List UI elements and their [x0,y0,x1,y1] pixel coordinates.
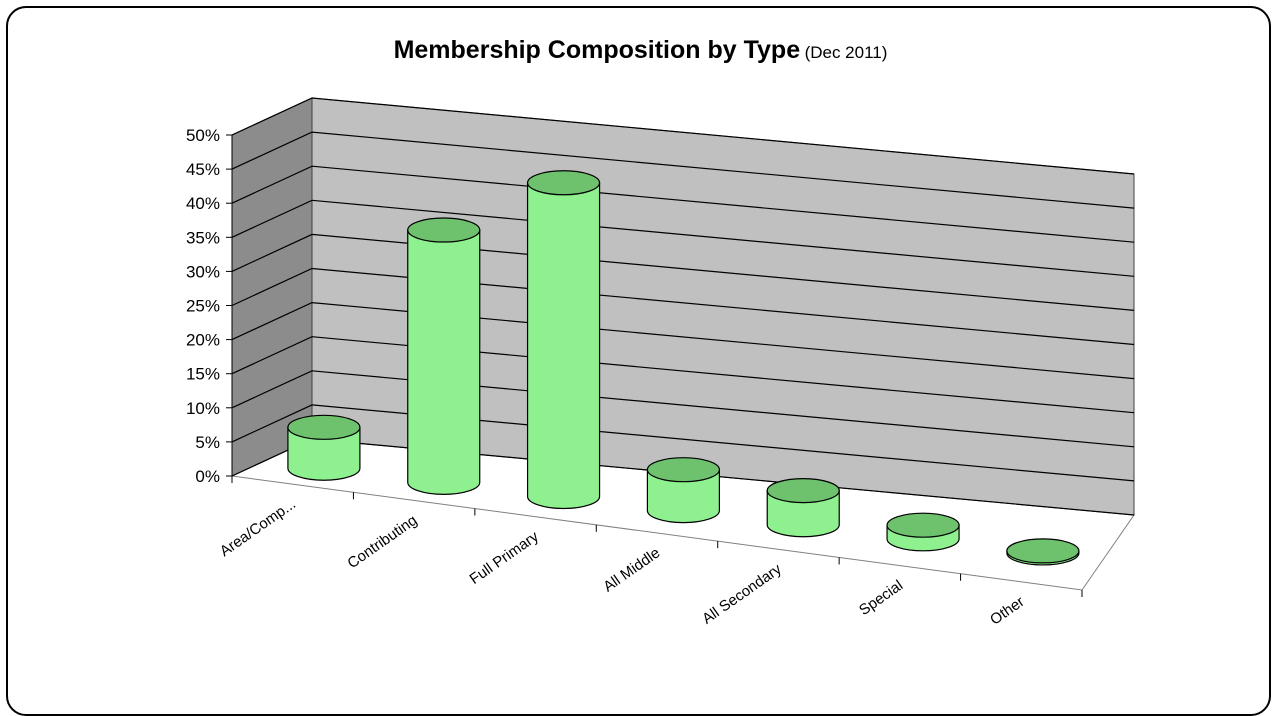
y-tick-label: 30% [186,262,220,281]
x-category-label: All Middle [600,544,663,595]
bar-body [766,490,840,538]
y-tick-label: 5% [195,433,220,452]
bar-3 [646,457,721,524]
y-tick-label: 10% [186,399,220,418]
x-category-label: All Secondary [699,560,785,627]
y-tick-label: 25% [186,297,220,316]
x-category-label: Area/Comp... [217,495,299,560]
bar-body [407,229,481,495]
chart-bars [287,170,1080,566]
gridline [231,301,1135,380]
x-category-label: Other [987,593,1027,628]
bar-2 [526,170,601,510]
y-tick-label: 35% [186,228,220,247]
bar-top [766,478,840,504]
chart-title: Membership Composition by Type [393,36,801,64]
x-category-label: Full Primary [467,528,543,588]
bar-top [1006,538,1080,564]
bar-top [526,170,601,196]
chart-title-block: Membership Composition by Type (Dec 2011… [0,36,1281,65]
bar-top [646,457,721,483]
gridline [231,165,1135,243]
bar-body [526,182,601,510]
gridline [231,404,1135,482]
y-tick-label: 40% [186,194,220,213]
y-tick-label: 0% [195,467,220,486]
bar-top [407,217,481,243]
x-category-label: Special [856,577,906,619]
bar-top [886,512,960,538]
gridline [231,199,1135,277]
y-tick-label: 15% [186,365,220,384]
bar-body [287,426,361,481]
y-tick-label: 50% [186,126,220,145]
y-tick-label: 20% [186,331,220,350]
gridline [231,97,1135,175]
bar-6 [1006,538,1080,566]
gridline [231,370,1135,448]
chart-subtitle: (Dec 2011) [804,43,888,62]
bar-5 [886,512,960,552]
x-category-label: Contributing [344,512,420,572]
bar-4 [766,478,840,538]
bar-body [646,469,720,524]
gridline [231,131,1135,209]
y-tick-label: 45% [186,160,220,179]
bar-0 [287,414,361,481]
gridline [231,336,1135,414]
gridline [231,267,1135,346]
x-axis-ticks [231,476,1083,597]
bar-top [287,414,361,440]
chart-gridlines [231,97,1135,516]
gridline [231,233,1135,311]
y-axis-ticks: 0% 5% 10% 15% 20% 25% 30% 35% 40% 45% 50% [186,126,233,486]
bar-1 [407,217,481,495]
